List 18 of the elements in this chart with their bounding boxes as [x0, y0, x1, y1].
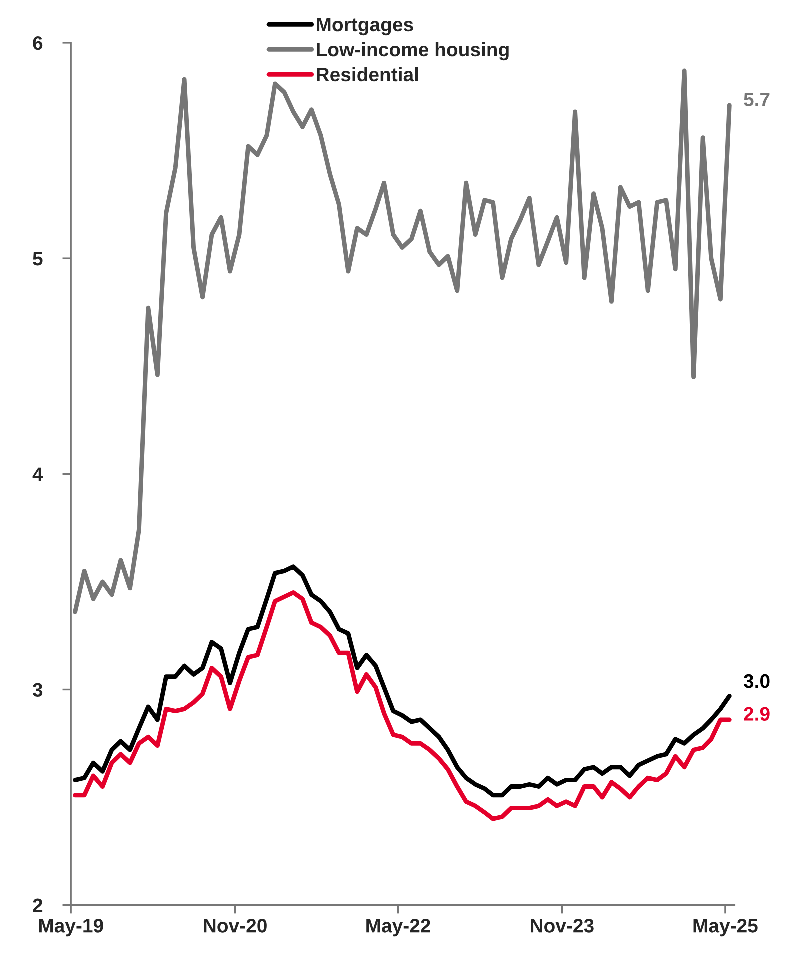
y-tick-label: 4 [32, 468, 44, 482]
data-label: 3.0 [744, 674, 770, 688]
y-tick-label: 5 [33, 252, 43, 266]
legend-label: Mortgages [317, 18, 414, 36]
y-tick-label: 6 [33, 36, 43, 50]
data-label: 2.9 [744, 707, 770, 721]
y-tick-label: 3 [32, 683, 43, 698]
line-series [73, 590, 732, 822]
x-tick-label: May-25 [694, 919, 758, 937]
y-tick-label: 2 [33, 898, 43, 912]
x-tick-label: May-22 [366, 919, 430, 937]
line-series [73, 564, 732, 798]
x-tick-label: May-19 [39, 919, 104, 937]
data-label: 5.7 [744, 92, 770, 107]
legend-label: Residential [317, 67, 418, 82]
legend-label: Low-income housing [317, 42, 509, 61]
x-tick-label: Nov-20 [204, 919, 267, 933]
x-tick-label: Nov-23 [531, 919, 594, 933]
